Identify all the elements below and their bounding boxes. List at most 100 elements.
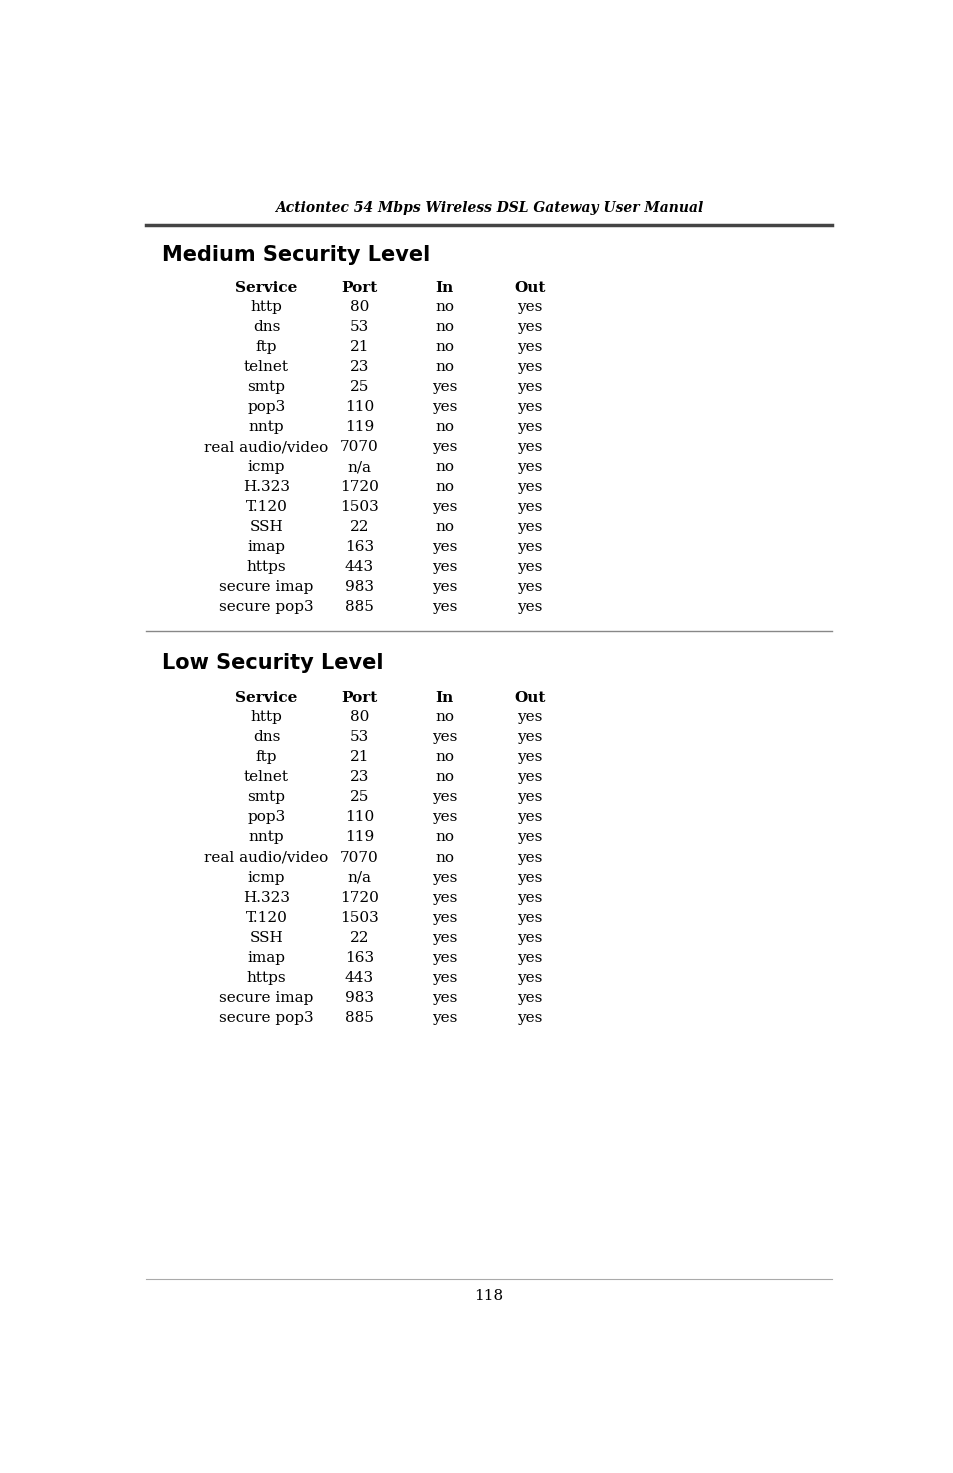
Text: ftp: ftp — [255, 750, 277, 764]
Text: telnet: telnet — [244, 359, 289, 374]
Text: imap: imap — [247, 950, 285, 965]
Text: yes: yes — [517, 1010, 542, 1025]
Text: Port: Port — [341, 691, 377, 706]
Text: yes: yes — [517, 810, 542, 825]
Text: no: no — [435, 710, 454, 725]
Text: yes: yes — [517, 359, 542, 374]
Text: T.120: T.120 — [245, 910, 287, 925]
Text: dns: dns — [253, 731, 280, 744]
Text: n/a: n/a — [347, 460, 371, 474]
Text: 1503: 1503 — [340, 501, 378, 514]
Text: 21: 21 — [350, 750, 369, 764]
Text: Out: Out — [514, 281, 545, 295]
Text: 1503: 1503 — [340, 910, 378, 925]
Text: ftp: ftp — [255, 340, 277, 354]
Text: no: no — [435, 750, 454, 764]
Text: 983: 983 — [345, 580, 374, 594]
Text: yes: yes — [432, 891, 456, 904]
Text: yes: yes — [432, 560, 456, 574]
Text: T.120: T.120 — [245, 501, 287, 514]
Text: 53: 53 — [350, 731, 369, 744]
Text: pop3: pop3 — [247, 401, 285, 414]
Text: yes: yes — [432, 871, 456, 884]
Text: yes: yes — [517, 300, 542, 314]
Text: yes: yes — [432, 931, 456, 944]
Text: yes: yes — [432, 810, 456, 825]
Text: 443: 443 — [345, 560, 374, 574]
Text: Low Security Level: Low Security Level — [162, 653, 383, 673]
Text: yes: yes — [517, 910, 542, 925]
Text: H.323: H.323 — [243, 891, 290, 904]
Text: yes: yes — [517, 320, 542, 334]
Text: 53: 53 — [350, 320, 369, 334]
Text: yes: yes — [517, 871, 542, 884]
Text: 25: 25 — [350, 380, 369, 395]
Text: yes: yes — [517, 501, 542, 514]
Text: H.323: H.323 — [243, 480, 290, 493]
Text: 885: 885 — [345, 1010, 374, 1025]
Text: yes: yes — [517, 580, 542, 594]
Text: yes: yes — [517, 401, 542, 414]
Text: 23: 23 — [350, 359, 369, 374]
Text: imap: imap — [247, 541, 285, 554]
Text: 118: 118 — [474, 1289, 503, 1304]
Text: 110: 110 — [345, 810, 374, 825]
Text: real audio/video: real audio/video — [204, 440, 328, 454]
Text: yes: yes — [517, 991, 542, 1005]
Text: smtp: smtp — [247, 380, 285, 395]
Text: 23: 23 — [350, 770, 369, 785]
Text: yes: yes — [517, 791, 542, 804]
Text: 1720: 1720 — [339, 891, 378, 904]
Text: yes: yes — [517, 560, 542, 574]
Text: yes: yes — [517, 891, 542, 904]
Text: yes: yes — [517, 340, 542, 354]
Text: 110: 110 — [345, 401, 374, 414]
Text: yes: yes — [432, 541, 456, 554]
Text: 119: 119 — [345, 420, 374, 435]
Text: 80: 80 — [350, 300, 369, 314]
Text: https: https — [247, 560, 286, 574]
Text: yes: yes — [517, 931, 542, 944]
Text: yes: yes — [517, 831, 542, 844]
Text: yes: yes — [517, 380, 542, 395]
Text: yes: yes — [517, 971, 542, 984]
Text: Service: Service — [235, 281, 297, 295]
Text: yes: yes — [432, 401, 456, 414]
Text: no: no — [435, 520, 454, 535]
Text: http: http — [251, 710, 282, 725]
Text: dns: dns — [253, 320, 280, 334]
Text: yes: yes — [517, 440, 542, 454]
Text: yes: yes — [517, 750, 542, 764]
Text: secure pop3: secure pop3 — [219, 601, 314, 614]
Text: no: no — [435, 340, 454, 354]
Text: yes: yes — [517, 601, 542, 614]
Text: n/a: n/a — [347, 871, 371, 884]
Text: yes: yes — [432, 1010, 456, 1025]
Text: no: no — [435, 320, 454, 334]
Text: secure imap: secure imap — [219, 991, 314, 1005]
Text: Out: Out — [514, 691, 545, 706]
Text: yes: yes — [432, 731, 456, 744]
Text: no: no — [435, 480, 454, 493]
Text: icmp: icmp — [248, 871, 285, 884]
Text: telnet: telnet — [244, 770, 289, 785]
Text: yes: yes — [432, 971, 456, 984]
Text: no: no — [435, 359, 454, 374]
Text: 7070: 7070 — [340, 850, 378, 865]
Text: yes: yes — [517, 541, 542, 554]
Text: 22: 22 — [350, 931, 369, 944]
Text: yes: yes — [432, 580, 456, 594]
Text: 885: 885 — [345, 601, 374, 614]
Text: 22: 22 — [350, 520, 369, 535]
Text: yes: yes — [432, 791, 456, 804]
Text: no: no — [435, 770, 454, 785]
Text: 1720: 1720 — [339, 480, 378, 493]
Text: Medium Security Level: Medium Security Level — [162, 245, 430, 265]
Text: Actiontec 54 Mbps Wireless DSL Gateway User Manual: Actiontec 54 Mbps Wireless DSL Gateway U… — [274, 202, 702, 215]
Text: nntp: nntp — [249, 420, 284, 435]
Text: SSH: SSH — [250, 931, 283, 944]
Text: yes: yes — [517, 520, 542, 535]
Text: yes: yes — [432, 440, 456, 454]
Text: yes: yes — [432, 380, 456, 395]
Text: secure imap: secure imap — [219, 580, 314, 594]
